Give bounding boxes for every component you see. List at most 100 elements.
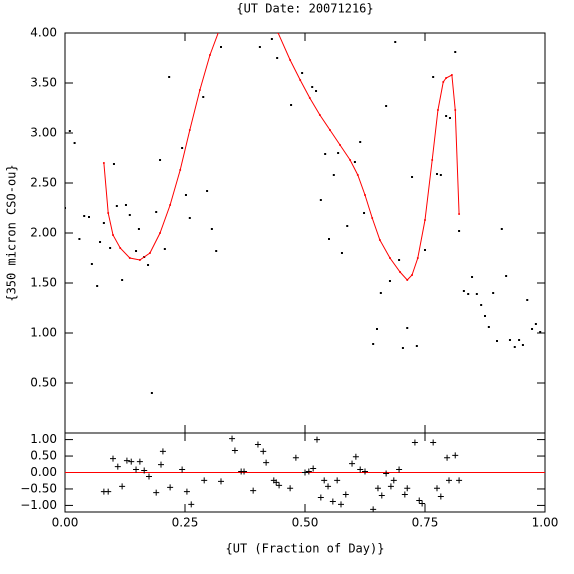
fit-vertex [299, 79, 302, 81]
fit-vertex [188, 129, 191, 131]
point [290, 104, 293, 106]
point [388, 280, 391, 282]
point [210, 228, 213, 230]
point [128, 458, 135, 465]
point [273, 479, 280, 486]
point [188, 217, 191, 219]
point [311, 86, 314, 88]
fit-vertex [277, 33, 280, 34]
point [155, 211, 158, 213]
point [317, 494, 324, 501]
point [329, 498, 336, 505]
x-axis-label: {UT (Fraction of Day)} [226, 542, 385, 556]
point [159, 159, 162, 161]
point [372, 343, 375, 345]
point [383, 470, 390, 477]
point [218, 478, 224, 485]
x-tick-label: 1.00 [532, 516, 559, 530]
fit-vertex [431, 159, 434, 161]
fit-vertex [102, 162, 105, 164]
fit-vertex [148, 252, 151, 254]
point [353, 161, 356, 163]
point [241, 468, 248, 475]
fit-vertex [198, 89, 201, 91]
y-tick-label: −0.50 [20, 481, 57, 495]
point [531, 328, 534, 330]
point [467, 293, 470, 295]
fit-vertex [378, 239, 381, 241]
point [135, 250, 138, 252]
point [378, 492, 385, 499]
point [146, 473, 152, 480]
point [163, 248, 166, 250]
fit-vertex [399, 271, 402, 273]
point [513, 346, 516, 348]
point [374, 485, 381, 492]
point [159, 448, 166, 455]
point [168, 76, 171, 78]
point [518, 339, 521, 341]
fit-vertex [424, 219, 426, 221]
plot-area [65, 7, 542, 394]
point [73, 142, 76, 144]
point [254, 441, 261, 448]
fit-vertex [371, 217, 374, 219]
point [462, 290, 465, 292]
point [346, 225, 349, 227]
fit-vertex [445, 77, 448, 79]
fit-vertex [339, 144, 342, 146]
point [141, 467, 148, 474]
point [112, 163, 115, 165]
point [454, 51, 457, 53]
point [263, 459, 270, 466]
point [434, 485, 440, 492]
point [352, 453, 359, 460]
fit-vertex [179, 169, 182, 171]
point [202, 96, 205, 98]
point [432, 76, 435, 78]
point [292, 454, 299, 461]
point [445, 115, 448, 117]
point [78, 238, 81, 240]
point [137, 228, 140, 230]
point [231, 447, 238, 454]
point [340, 252, 343, 254]
point [448, 117, 451, 119]
fit-vertex [356, 174, 359, 176]
point [526, 299, 529, 301]
point [315, 90, 318, 92]
point [188, 501, 195, 508]
plot-area [65, 435, 545, 512]
point [90, 263, 93, 265]
fit-vertex [416, 257, 419, 259]
point [404, 485, 411, 492]
point [206, 190, 209, 192]
point [115, 205, 118, 207]
point [359, 141, 362, 143]
point [398, 259, 401, 261]
y-tick-label: −1.00 [20, 498, 57, 512]
y-tick-label: 0.50 [30, 376, 57, 390]
point [521, 344, 524, 346]
y-axis-label: {350 micron CSO-ou} [5, 164, 19, 301]
point [406, 327, 409, 329]
fit-vertex [318, 114, 321, 116]
point [471, 276, 474, 278]
point [342, 491, 349, 498]
point [379, 292, 382, 294]
fit-vertex [289, 59, 292, 61]
point [394, 41, 397, 43]
point [167, 484, 174, 491]
point [411, 439, 418, 446]
point [65, 207, 66, 209]
fit-vertex [454, 109, 457, 111]
point [401, 347, 404, 349]
point [302, 469, 308, 476]
point [475, 293, 478, 295]
y-tick-label: 3.50 [30, 76, 57, 90]
point [136, 458, 143, 465]
point [484, 315, 486, 317]
point [150, 392, 153, 394]
fit-vertex [229, 7, 231, 9]
